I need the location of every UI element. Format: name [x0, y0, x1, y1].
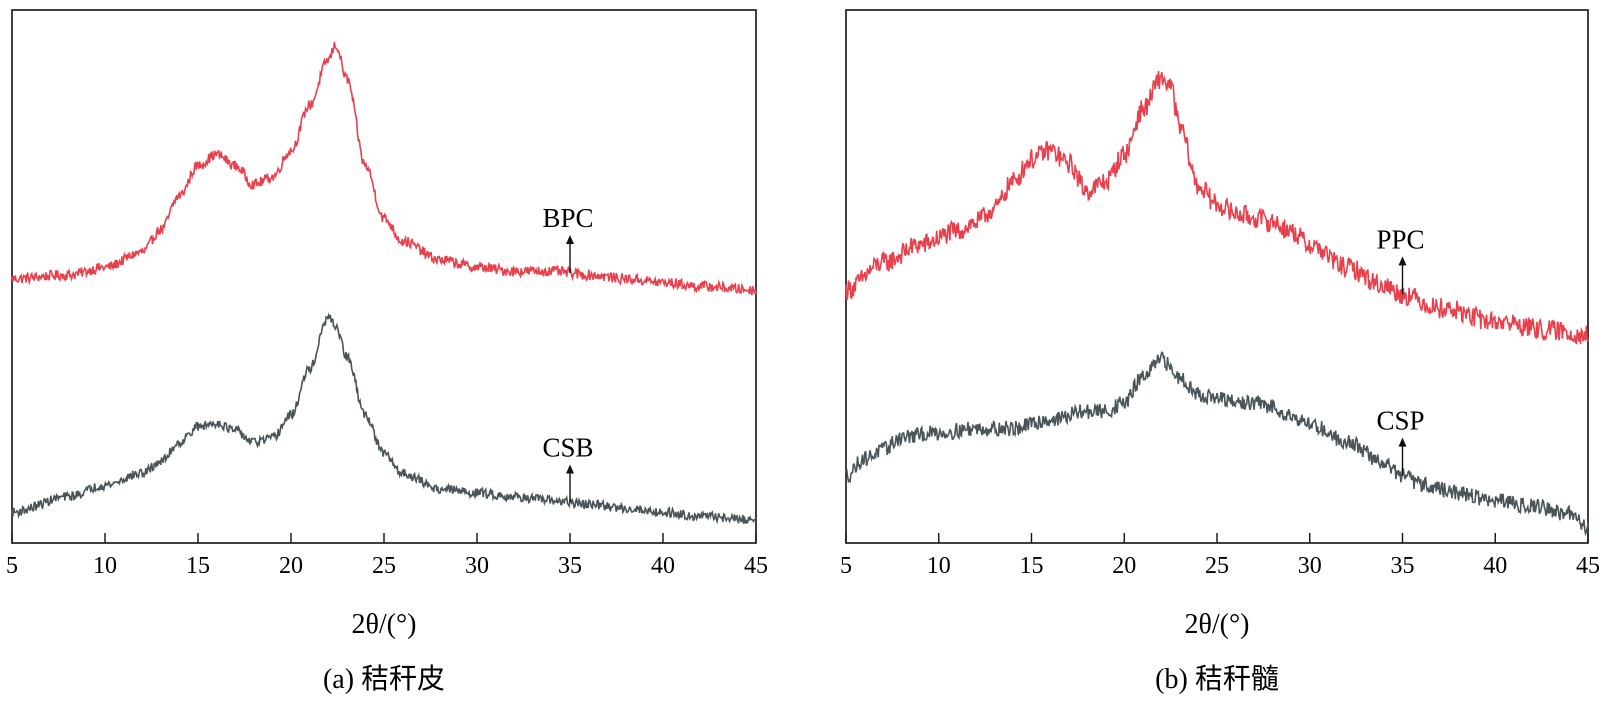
annotations: BPC CSB: [542, 203, 594, 503]
x-ticks: 5 10 15 20 25 30 35 40 45: [840, 533, 1600, 579]
x-tick-label: 5: [840, 553, 852, 579]
x-tick-label: 15: [186, 553, 210, 579]
series-line-csb: [11, 312, 756, 525]
annotation-label-csb: CSB: [542, 433, 593, 463]
x-axis-label: 2θ/(°): [1184, 609, 1249, 640]
x-tick-label: 20: [1112, 553, 1136, 579]
x-tick-label: 30: [1298, 553, 1322, 579]
series-line-bpc: [11, 41, 757, 296]
annotation-arrowhead: [1398, 256, 1407, 266]
curves: [11, 41, 757, 525]
x-tick-label: 25: [372, 553, 396, 579]
plot-frame: [11, 9, 757, 544]
annotation-label-csp: CSP: [1376, 406, 1424, 436]
x-tick-label: 40: [651, 553, 675, 579]
x-tick-label: 35: [558, 553, 582, 579]
panel-caption: (b) 秸秆髓: [1155, 663, 1279, 695]
x-tick-label: 5: [6, 553, 18, 579]
panel-caption: (a) 秸秆皮: [323, 663, 445, 695]
x-tick-label: 25: [1205, 553, 1229, 579]
panel-b: 5 10 15 20 25 30 35 40 45 PPC CSP 2θ/(°) (b) 秸秆髓: [840, 9, 1600, 695]
x-tick-label: 10: [93, 553, 117, 579]
plot-frame: [845, 9, 1589, 544]
x-tick-label: 10: [927, 553, 951, 579]
x-tick-label: 30: [465, 553, 489, 579]
x-tick-label: 45: [744, 553, 768, 579]
series-line-ppc: [845, 71, 1589, 345]
annotation-arrowhead: [566, 235, 574, 245]
annotation-arrowhead: [1398, 437, 1407, 447]
x-tick-label: 45: [1576, 553, 1600, 579]
panel-a: 5 10 15 20 25 30 35 40 45 BPC CSB 2θ/(°) (a) 秸秆皮: [6, 9, 768, 695]
annotation-label-bpc: BPC: [542, 203, 593, 233]
x-tick-label: 20: [279, 553, 303, 579]
x-tick-label: 15: [1020, 553, 1044, 579]
x-axis-label: 2θ/(°): [351, 609, 416, 640]
annotation-arrowhead: [566, 464, 574, 474]
annotation-label-ppc: PPC: [1376, 224, 1424, 254]
x-tick-label: 40: [1483, 553, 1507, 579]
annotations: PPC CSP: [1376, 224, 1425, 476]
x-tick-label: 35: [1391, 553, 1415, 579]
x-ticks: 5 10 15 20 25 30 35 40 45: [6, 533, 768, 579]
series-line-csp: [845, 351, 1589, 537]
curves: [845, 71, 1589, 537]
